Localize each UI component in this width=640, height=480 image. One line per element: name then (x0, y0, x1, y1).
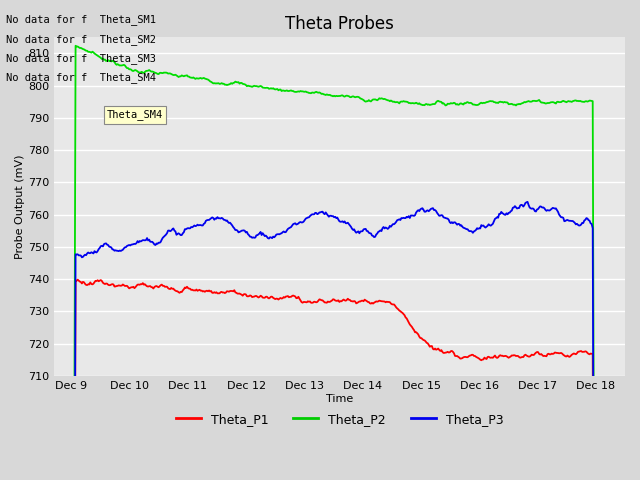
Text: No data for f  Theta_SM4: No data for f Theta_SM4 (6, 72, 156, 83)
Y-axis label: Probe Output (mV): Probe Output (mV) (15, 155, 25, 259)
Text: No data for f  Theta_SM1: No data for f Theta_SM1 (6, 14, 156, 25)
Legend: Theta_P1, Theta_P2, Theta_P3: Theta_P1, Theta_P2, Theta_P3 (170, 408, 508, 431)
X-axis label: Time: Time (326, 394, 353, 404)
Text: Theta_SM4: Theta_SM4 (107, 109, 163, 120)
Title: Theta Probes: Theta Probes (285, 15, 394, 33)
Text: No data for f  Theta_SM2: No data for f Theta_SM2 (6, 34, 156, 45)
Text: No data for f  Theta_SM3: No data for f Theta_SM3 (6, 53, 156, 64)
